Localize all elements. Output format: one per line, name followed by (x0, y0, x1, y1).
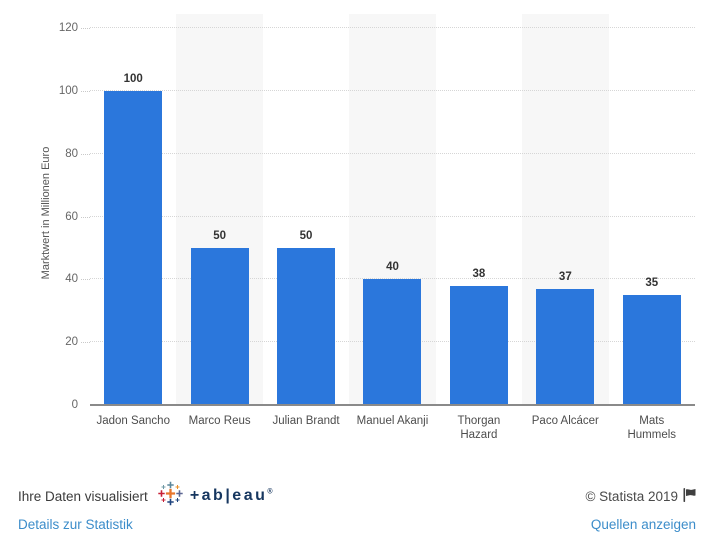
registered-mark: ® (267, 488, 273, 496)
bar-column: 100 (90, 14, 176, 405)
bar-value-label: 37 (558, 270, 572, 283)
bar-column: 38 (436, 14, 522, 405)
gridline (90, 152, 695, 154)
tableau-wordmark: +ab|eau® (189, 487, 273, 504)
gridline (90, 278, 695, 280)
bar-Julian Brandt[interactable] (277, 247, 336, 405)
visualized-by-text: Ihre Daten visualisiert (18, 488, 148, 504)
bar-Thorgan Hazard[interactable] (449, 285, 508, 405)
plot-area: 100 50 50 40 38 37 35 (90, 14, 695, 405)
y-tick-mark (81, 28, 90, 29)
bar-Manuel Akanji[interactable] (363, 279, 422, 405)
y-tick-mark (81, 216, 90, 218)
y-tick-label: 80 (65, 147, 78, 160)
bar-column: 37 (522, 14, 608, 405)
copyright-text: © Statista 2019 (585, 488, 678, 504)
flag-icon (683, 487, 696, 505)
bar-value-label: 40 (386, 261, 399, 274)
gridline (90, 27, 695, 28)
bar-column: 50 (263, 14, 349, 405)
gridline (90, 215, 695, 217)
x-category-label: Marco Reus (188, 415, 251, 427)
bar-Mats Hummels[interactable] (622, 295, 681, 405)
y-tick-mark (81, 90, 90, 92)
gridline (90, 89, 695, 91)
x-category-label: Jadon Sancho (96, 415, 170, 427)
details-statistic-link[interactable]: Details zur Statistik (18, 517, 133, 532)
x-axis-line (90, 404, 695, 406)
bar-column: 40 (349, 14, 435, 405)
y-tick-label: 40 (65, 273, 78, 286)
bar-columns: 100 50 50 40 38 37 35 (90, 14, 695, 405)
x-category-label: Mats Hummels (627, 415, 677, 441)
y-tick-label: 120 (58, 22, 78, 34)
bar-value-label: 50 (213, 229, 227, 242)
y-tick-label: 20 (65, 336, 78, 349)
y-tick-label: 0 (71, 399, 78, 411)
bar-value-label: 100 (123, 72, 143, 85)
x-axis-labels: Jadon Sancho Marco Reus Julian Brandt Manue… (90, 414, 695, 442)
show-sources-link[interactable]: Quellen anzeigen (590, 517, 696, 532)
bar-Paco Alcácer[interactable] (536, 288, 595, 405)
x-category-label: Paco Alcácer (531, 415, 599, 427)
y-tick-label: 60 (65, 210, 78, 223)
bar-value-label: 35 (645, 277, 659, 290)
footer-links-row: Details zur Statistik Quellen anzeigen (18, 517, 696, 532)
statista-copyright: © Statista 2019 (585, 487, 696, 505)
bar-value-label: 50 (299, 229, 313, 242)
y-tick-label: 100 (58, 84, 78, 97)
x-category-label: Julian Brandt (272, 415, 340, 427)
tableau-attribution[interactable]: Ihre Daten visualisiert +ab| (18, 481, 273, 511)
bar-column: 35 (609, 14, 695, 405)
tableau-logo-icon (157, 481, 184, 511)
bar-Marco Reus[interactable] (190, 247, 249, 405)
footer-attribution-row: Ihre Daten visualisiert +ab| (18, 481, 696, 511)
bar-value-label: 38 (472, 267, 486, 280)
bar-Jadon Sancho[interactable] (104, 90, 163, 405)
y-tick-mark (81, 153, 90, 155)
y-tick-mark (81, 279, 90, 281)
x-category-label: Thorgan Hazard (457, 415, 501, 441)
x-category-label: Manuel Akanji (356, 415, 429, 427)
bar-column: 50 (176, 14, 262, 405)
y-tick-mark (81, 342, 90, 344)
